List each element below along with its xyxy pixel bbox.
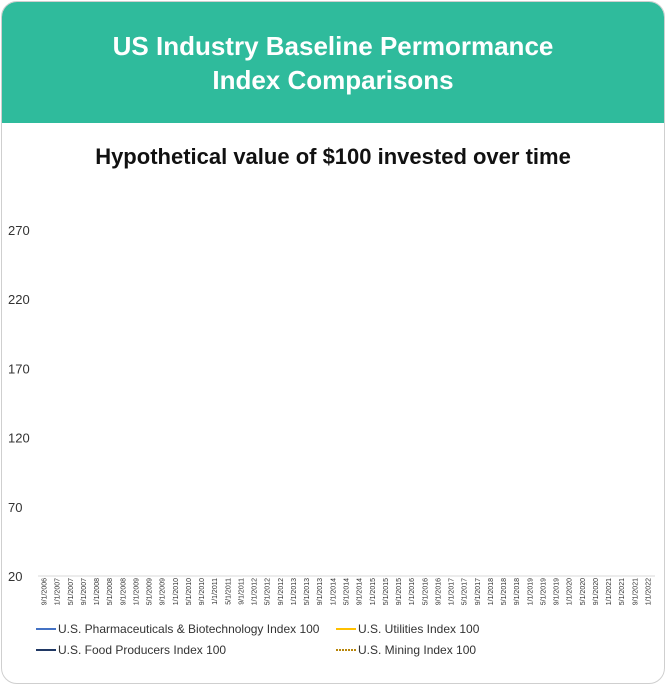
x-tick-label: 5/1/2011 [225, 578, 232, 605]
x-tick-label: 1/1/2015 [370, 578, 377, 605]
x-tick-label: 9/1/2017 [475, 578, 482, 605]
y-tick-label: 20 [8, 569, 22, 584]
page-title-line1: US Industry Baseline Permormance [112, 30, 554, 61]
x-tick-label: 5/1/2009 [147, 578, 154, 605]
x-tick-label: 5/1/2007 [68, 578, 75, 605]
y-tick-label: 70 [8, 500, 22, 515]
x-tick-label: 9/1/2021 [632, 578, 639, 605]
x-tick-label: 1/1/2022 [645, 578, 652, 605]
y-tick-label: 220 [8, 292, 30, 307]
x-tick-label: 1/1/2020 [567, 578, 574, 605]
x-tick-label: 1/1/2007 [55, 578, 62, 605]
x-tick-label: 1/1/2013 [291, 578, 298, 605]
x-tick-label: 1/1/2010 [173, 578, 180, 605]
x-tick-label: 5/1/2018 [501, 578, 508, 605]
x-tick-label: 5/1/2013 [304, 578, 311, 605]
x-tick-label: 9/1/2010 [199, 578, 206, 605]
x-tick-label: 5/1/2019 [540, 578, 547, 605]
x-tick-label: 5/1/2020 [580, 578, 587, 605]
y-tick-label: 120 [8, 431, 30, 446]
page-title: US Industry Baseline Permormance Index C… [73, 29, 593, 97]
legend-label: U.S. Pharmaceuticals & Biotechnology Ind… [58, 622, 320, 636]
x-tick-label: 5/1/2010 [186, 578, 193, 605]
x-tick-label: 5/1/2014 [344, 578, 351, 605]
page-title-line2: Index Comparisons [212, 64, 454, 95]
x-tick-label: 9/1/2013 [317, 578, 324, 605]
x-tick-label: 1/1/2019 [527, 578, 534, 605]
x-tick-label: 5/1/2017 [462, 578, 469, 605]
x-tick-label: 9/1/2020 [593, 578, 600, 605]
x-tick-label: 9/1/2016 [435, 578, 442, 605]
x-tick-label: 1/1/2017 [449, 578, 456, 605]
x-tick-label: 1/1/2014 [330, 578, 337, 605]
x-tick-label: 9/1/2009 [160, 578, 167, 605]
header-banner: US Industry Baseline Permormance Index C… [2, 2, 664, 123]
x-tick-label: 5/1/2012 [265, 578, 272, 605]
x-tick-label: 5/1/2015 [383, 578, 390, 605]
chart-title: Hypothetical value of $100 invested over… [95, 144, 571, 169]
x-tick-label: 5/1/2008 [107, 578, 114, 605]
x-tick-label: 1/1/2008 [94, 578, 101, 605]
x-tick-label: 9/1/2015 [396, 578, 403, 605]
x-tick-label: 9/1/2006 [42, 578, 49, 605]
x-tick-label: 9/1/2019 [554, 578, 561, 605]
x-tick-label: 1/1/2016 [409, 578, 416, 605]
legend-label: U.S. Utilities Index 100 [358, 622, 480, 636]
x-tick-label: 9/1/2012 [278, 578, 285, 605]
x-tick-label: 1/1/2011 [212, 578, 219, 605]
x-tick-label: 5/1/2016 [422, 578, 429, 605]
y-tick-label: 170 [8, 361, 30, 376]
x-tick-label: 1/1/2012 [252, 578, 259, 605]
legend-label: U.S. Food Producers Index 100 [58, 643, 226, 657]
x-tick-label: 9/1/2014 [357, 578, 364, 605]
x-tick-label: 9/1/2011 [238, 578, 245, 605]
legend-label: U.S. Mining Index 100 [358, 643, 476, 657]
x-tick-label: 9/1/2018 [514, 578, 521, 605]
x-tick-label: 5/1/2021 [619, 578, 626, 605]
x-tick-label: 1/1/2018 [488, 578, 495, 605]
y-tick-label: 270 [8, 223, 30, 238]
x-tick-label: 9/1/2007 [81, 578, 88, 605]
x-tick-label: 9/1/2008 [120, 578, 127, 605]
x-tick-label: 1/1/2009 [133, 578, 140, 605]
x-tick-label: 1/1/2021 [606, 578, 613, 605]
